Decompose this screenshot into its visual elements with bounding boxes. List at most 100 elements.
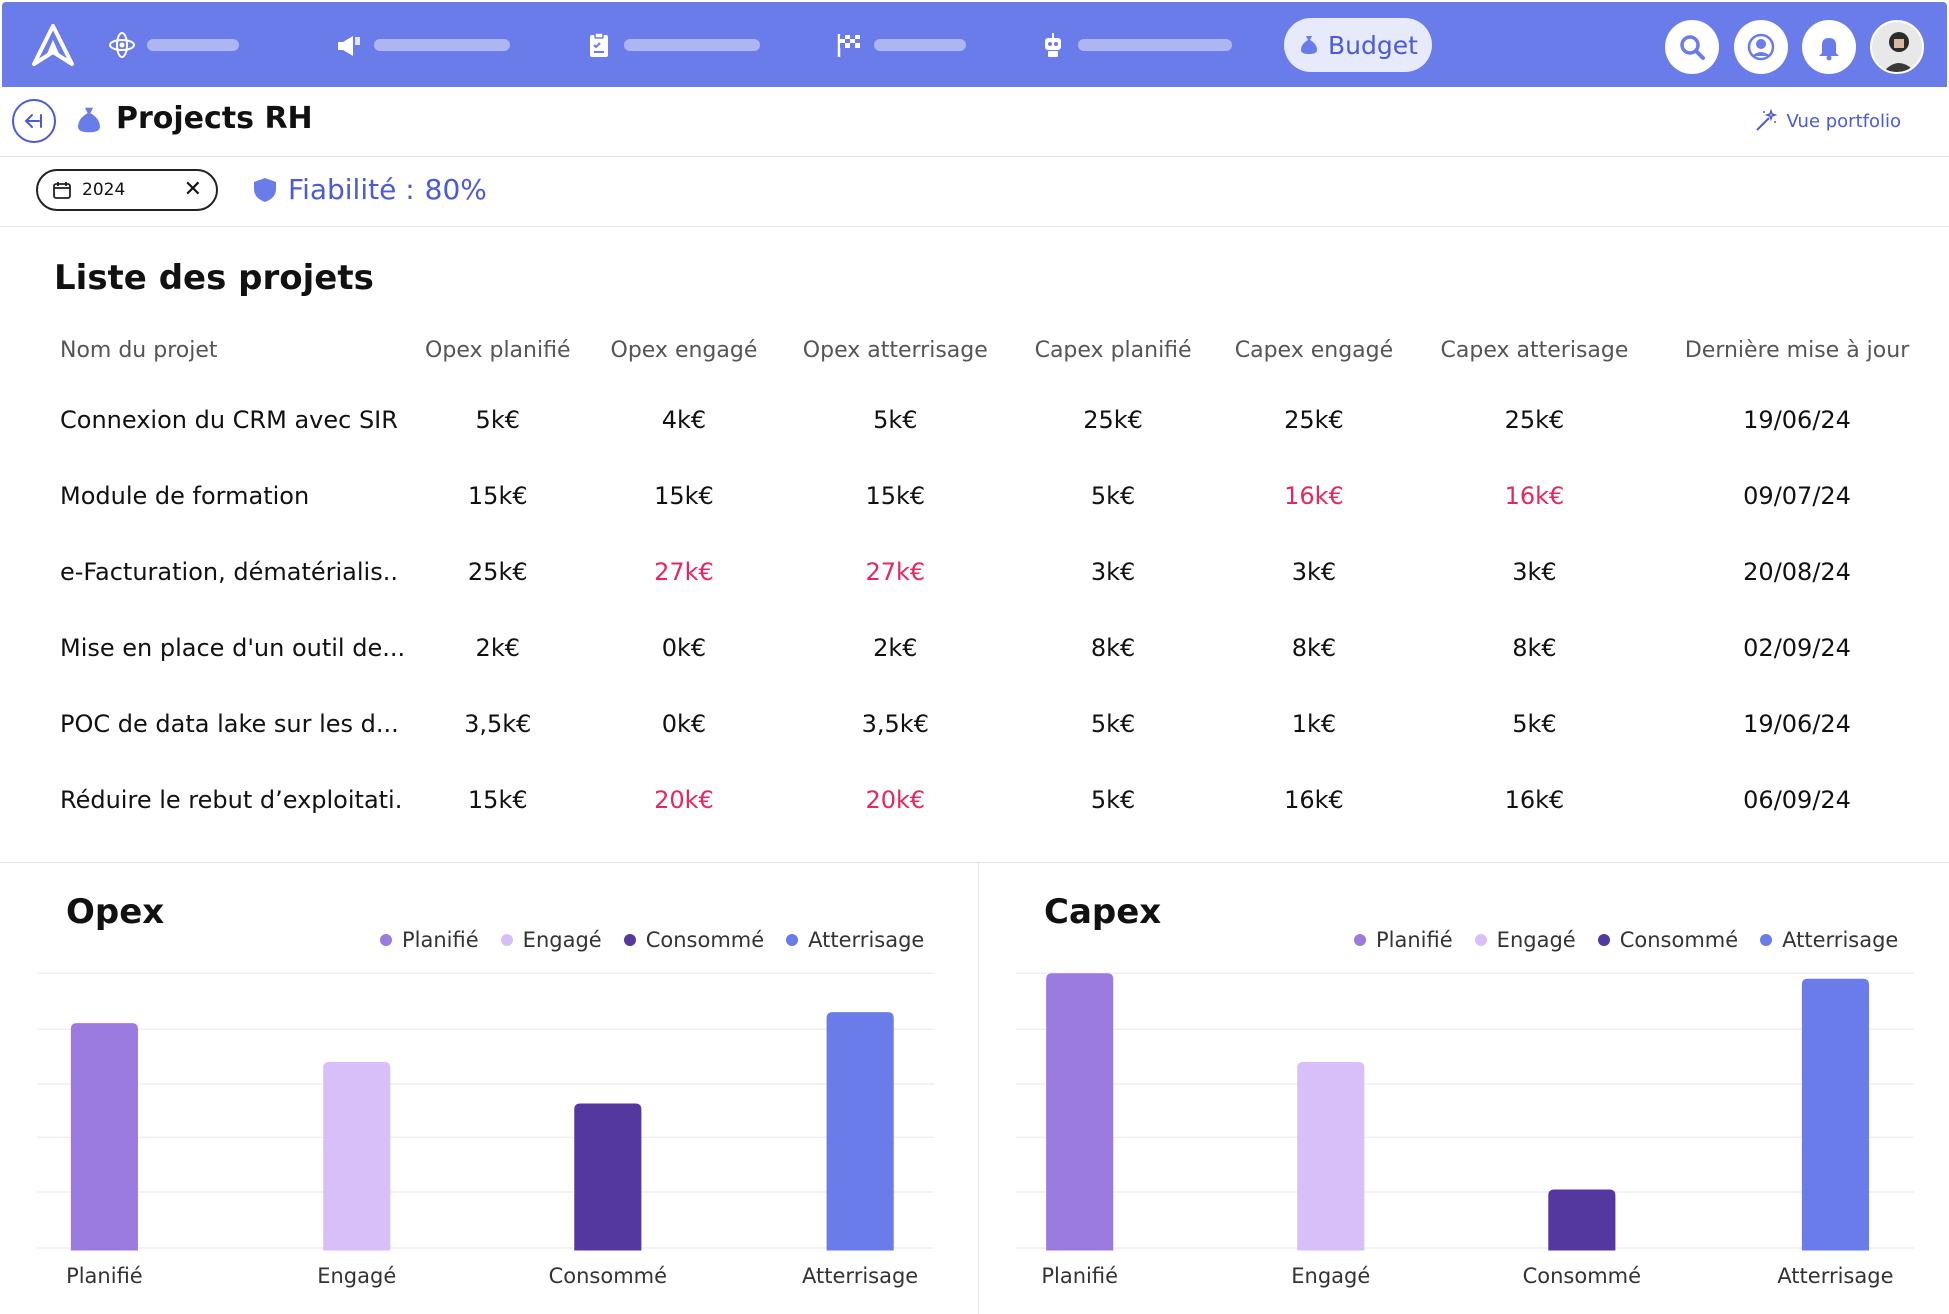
table-cell: 3k€ [1291, 558, 1337, 586]
capex-chart-panel: Capex Planifié Engagé Consommé Atterrisage … [979, 862, 1939, 1314]
table-cell: 3k€ [1090, 558, 1136, 586]
table-cell: 15k€ [865, 482, 926, 510]
projects-table: Nom du projet Opex planifié Opex engagé Ope… [40, 318, 1940, 838]
nav-item-4[interactable] [834, 30, 966, 60]
legend-item[interactable]: Consommé [623, 928, 765, 952]
nav-item-3[interactable] [584, 30, 760, 60]
table-row[interactable]: e-Facturation, dématérialis.. 25k€ 27k€ 27k… [40, 534, 1940, 610]
nav-item-5-label-placeholder [1078, 39, 1232, 51]
section-divider [0, 862, 1949, 863]
profile-button[interactable] [1734, 20, 1788, 74]
atom-icon [107, 30, 137, 60]
bar-consommé[interactable] [574, 1103, 642, 1251]
column-header[interactable]: Capex atterisage [1440, 337, 1629, 363]
budget-nav-button[interactable]: Budget [1284, 18, 1432, 72]
x-tick-label: Engagé [1291, 1264, 1370, 1288]
x-tick-label: Planifié [1041, 1264, 1118, 1288]
nav-item-2[interactable] [334, 30, 510, 60]
bar-atterrisage[interactable] [826, 1012, 894, 1251]
column-header[interactable]: Opex engagé [610, 337, 758, 363]
table-cell: 3,5k€ [861, 710, 929, 738]
bar-consommé[interactable] [1548, 1189, 1616, 1251]
table-cell: 20k€ [865, 786, 926, 814]
table-cell: 8k€ [1090, 634, 1136, 662]
fiabilite-indicator: Fiabilité : 80% [252, 173, 487, 206]
column-header[interactable]: Nom du projet [60, 337, 218, 363]
project-name-cell: POC de data lake sur les d... [60, 710, 399, 738]
table-row[interactable]: POC de data lake sur les d... 3,5k€ 0k€ 3,5… [40, 686, 1940, 762]
table-row[interactable]: Mise en place d'un outil de... 2k€ 0k€ 2k€ 8… [40, 610, 1940, 686]
bar-planifié[interactable] [1046, 973, 1114, 1251]
table-cell: 3,5k€ [464, 710, 532, 738]
capex-chart-title: Capex [1044, 892, 1162, 932]
nav-item-5[interactable] [1038, 30, 1232, 60]
legend-label: Consommé [645, 928, 765, 952]
back-button[interactable] [12, 99, 56, 143]
year-filter-chip[interactable]: 2024 ✕ [36, 169, 218, 211]
legend-label: Engagé [1496, 928, 1576, 952]
search-button[interactable] [1665, 20, 1719, 74]
table-cell: 06/09/24 [1743, 786, 1851, 814]
column-header[interactable]: Capex planifié [1034, 337, 1192, 363]
table-cell: 5k€ [1512, 710, 1557, 738]
table-row[interactable]: Réduire le rebut d’exploitati. 15k€ 20k€ 20… [40, 762, 1940, 838]
table-cell: 15k€ [467, 482, 528, 510]
project-name-cell: Mise en place d'un outil de... [60, 634, 406, 662]
robot-icon [1038, 30, 1068, 60]
column-header[interactable]: Opex atterrisage [802, 337, 988, 363]
table-cell: 27k€ [654, 558, 714, 586]
table-row[interactable]: Module de formation 15k€ 15k€ 15k€ 5k€ 16k€ 16… [40, 458, 1940, 534]
table-cell: 19/06/24 [1743, 406, 1851, 434]
legend-item[interactable]: Engagé [1474, 928, 1576, 952]
project-header: Projects RH Vue portfolio [0, 87, 1949, 157]
nav-item-3-label-placeholder [624, 39, 760, 51]
legend-dot-icon [623, 934, 636, 946]
x-tick-label: Atterrisage [1777, 1264, 1893, 1288]
bar-atterrisage[interactable] [1801, 978, 1869, 1251]
legend-item[interactable]: Atterrisage [786, 928, 924, 952]
column-header[interactable]: Capex engagé [1234, 337, 1394, 363]
table-cell: 2k€ [873, 634, 918, 662]
column-header[interactable]: Dernière mise à jour [1684, 337, 1910, 363]
legend-item[interactable]: Consommé [1597, 928, 1738, 952]
legend-item[interactable]: Atterrisage [1760, 928, 1898, 952]
x-tick-label: Planifié [66, 1264, 143, 1288]
bar-engagé[interactable] [1297, 1061, 1365, 1251]
legend-item[interactable]: Engagé [500, 928, 602, 952]
opex-chart-title: Opex [66, 892, 165, 932]
app-logo-icon[interactable] [30, 22, 76, 68]
nav-item-1[interactable] [107, 30, 239, 60]
bar-planifié[interactable] [70, 1023, 138, 1251]
calendar-icon [53, 182, 71, 199]
back-arrow-icon [24, 114, 42, 128]
money-bag-icon [78, 107, 100, 133]
legend-item[interactable]: Planifié [1354, 928, 1453, 952]
table-cell: 20/08/24 [1743, 558, 1851, 586]
legend-dot-icon [786, 934, 799, 946]
charts-divider [978, 862, 979, 1314]
notifications-button[interactable] [1802, 20, 1856, 74]
table-cell: 0k€ [661, 634, 707, 662]
table-cell: 0k€ [661, 710, 707, 738]
legend-dot-icon [1354, 934, 1366, 946]
bar-engagé[interactable] [323, 1061, 391, 1251]
opex-chart-panel: Opex Planifié Engagé Consommé Atterrisage P… [0, 862, 960, 1314]
project-name-cell: e-Facturation, dématérialis.. [60, 558, 398, 586]
table-row[interactable]: Connexion du CRM avec SIR 5k€ 4k€ 5k€ 25k€ 25… [40, 382, 1940, 458]
user-icon [1747, 33, 1775, 61]
avatar[interactable] [1870, 20, 1924, 74]
table-cell: 15k€ [654, 482, 714, 510]
close-icon[interactable]: ✕ [183, 177, 202, 202]
table-cell: 5k€ [1090, 786, 1136, 814]
legend-item[interactable]: Planifié [380, 928, 479, 952]
table-cell: 25k€ [467, 558, 528, 586]
table-cell: 09/07/24 [1743, 482, 1851, 510]
legend-dot-icon [1597, 934, 1610, 946]
table-cell: 16k€ [1504, 482, 1565, 510]
bell-icon [1819, 38, 1839, 61]
capex-chart-legend: Planifié Engagé Consommé Atterrisage [1354, 928, 1898, 952]
column-header[interactable]: Opex planifié [425, 337, 571, 363]
vue-portfolio-link[interactable]: Vue portfolio [1754, 109, 1901, 133]
table-cell: 19/06/24 [1743, 710, 1851, 738]
